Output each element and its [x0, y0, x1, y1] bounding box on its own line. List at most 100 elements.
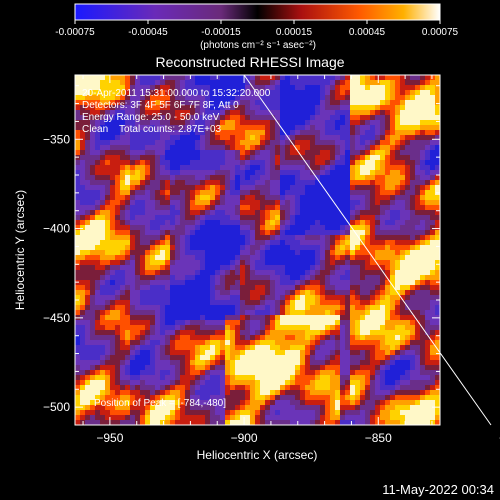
heatmap-cell — [285, 215, 290, 220]
heatmap-cell — [280, 385, 285, 390]
heatmap-cell — [215, 125, 220, 130]
chart-title: Reconstructed RHESSI Image — [155, 54, 344, 70]
heatmap-cell — [110, 175, 115, 180]
heatmap-cell — [220, 330, 225, 335]
heatmap-cell — [80, 120, 85, 125]
heatmap-cell — [215, 145, 220, 150]
heatmap-cell — [365, 135, 370, 140]
heatmap-cell — [415, 250, 420, 255]
heatmap-cell — [190, 130, 195, 135]
heatmap-cell — [420, 245, 425, 250]
heatmap-cell — [375, 170, 380, 175]
heatmap-cell — [420, 410, 425, 415]
heatmap-cell — [370, 75, 375, 80]
heatmap-cell — [295, 170, 300, 175]
heatmap-cell — [215, 95, 220, 100]
heatmap-cell — [180, 120, 185, 125]
heatmap-cell — [165, 400, 170, 405]
heatmap-cell — [170, 105, 175, 110]
heatmap-cell — [320, 90, 325, 95]
heatmap-cell — [115, 150, 120, 155]
heatmap-cell — [230, 185, 235, 190]
heatmap-cell — [425, 230, 430, 235]
heatmap-cell — [325, 275, 330, 280]
heatmap-cell — [410, 150, 415, 155]
heatmap-cell — [215, 370, 220, 375]
heatmap-cell — [270, 360, 275, 365]
heatmap-cell — [215, 300, 220, 305]
heatmap-cell — [355, 265, 360, 270]
heatmap-cell — [305, 380, 310, 385]
heatmap-cell — [315, 310, 320, 315]
heatmap-cell — [415, 365, 420, 370]
heatmap-cell — [395, 240, 400, 245]
heatmap-cell — [125, 215, 130, 220]
heatmap-cell — [315, 195, 320, 200]
heatmap-cell — [255, 335, 260, 340]
heatmap-cell — [205, 95, 210, 100]
heatmap-cell — [265, 265, 270, 270]
heatmap-cell — [250, 225, 255, 230]
heatmap-cell — [275, 225, 280, 230]
heatmap-cell — [345, 175, 350, 180]
heatmap-cell — [390, 330, 395, 335]
heatmap-cell — [160, 295, 165, 300]
heatmap-cell — [380, 100, 385, 105]
heatmap-cell — [115, 335, 120, 340]
heatmap-cell — [190, 80, 195, 85]
heatmap-cell — [105, 160, 110, 165]
heatmap-cell — [350, 290, 355, 295]
heatmap-cell — [295, 255, 300, 260]
heatmap-cell — [280, 390, 285, 395]
heatmap-cell — [385, 80, 390, 85]
heatmap-cell — [255, 215, 260, 220]
heatmap-cell — [205, 220, 210, 225]
heatmap-cell — [170, 130, 175, 135]
heatmap-cell — [350, 205, 355, 210]
heatmap-cell — [190, 265, 195, 270]
heatmap-cell — [130, 205, 135, 210]
heatmap-cell — [215, 220, 220, 225]
heatmap-cell — [245, 350, 250, 355]
heatmap-cell — [435, 380, 440, 385]
heatmap-cell — [325, 90, 330, 95]
heatmap-cell — [350, 75, 355, 80]
heatmap-cell — [380, 85, 385, 90]
heatmap-cell — [235, 285, 240, 290]
heatmap-cell — [430, 110, 435, 115]
heatmap-cell — [175, 385, 180, 390]
heatmap-cell — [270, 250, 275, 255]
heatmap-cell — [355, 375, 360, 380]
heatmap-cell — [140, 165, 145, 170]
heatmap-cell — [180, 270, 185, 275]
colorbar-tick-label: 0.00075 — [422, 27, 459, 38]
heatmap-cell — [250, 290, 255, 295]
heatmap-cell — [395, 355, 400, 360]
heatmap-cell — [355, 245, 360, 250]
heatmap-cell — [375, 315, 380, 320]
heatmap-cell — [170, 110, 175, 115]
heatmap-cell — [250, 295, 255, 300]
heatmap-cell — [230, 145, 235, 150]
heatmap-cell — [160, 260, 165, 265]
heatmap-cell — [200, 80, 205, 85]
heatmap-cell — [240, 220, 245, 225]
heatmap-cell — [220, 190, 225, 195]
heatmap-cell — [260, 330, 265, 335]
heatmap-cell — [160, 105, 165, 110]
heatmap-cell — [160, 405, 165, 410]
heatmap-cell — [230, 115, 235, 120]
heatmap-cell — [370, 240, 375, 245]
heatmap-cell — [345, 390, 350, 395]
heatmap-cell — [380, 340, 385, 345]
heatmap-cell — [190, 305, 195, 310]
heatmap-cell — [385, 165, 390, 170]
heatmap-cell — [175, 375, 180, 380]
heatmap-cell — [290, 335, 295, 340]
heatmap-cell — [110, 235, 115, 240]
heatmap-cell — [395, 270, 400, 275]
heatmap-cell — [215, 80, 220, 85]
heatmap-cell — [95, 195, 100, 200]
heatmap-cell — [320, 85, 325, 90]
heatmap-cell — [335, 370, 340, 375]
